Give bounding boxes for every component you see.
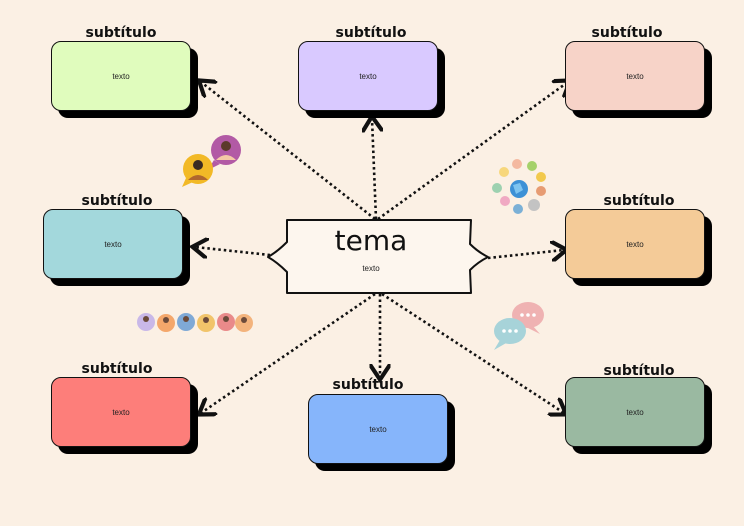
node-box[interactable]: texto xyxy=(308,394,448,464)
node-text: texto xyxy=(104,239,122,249)
arrow-bottom-left xyxy=(201,292,376,413)
node-subtitle: subtítulo xyxy=(81,193,153,209)
node-subtitle: subtítulo xyxy=(603,363,675,379)
arrow-top-left xyxy=(201,82,376,221)
chat-avatars-icon xyxy=(182,135,241,187)
node-text: texto xyxy=(626,71,644,81)
node-text: texto xyxy=(112,407,130,417)
arrow-top-right xyxy=(377,82,568,221)
globe-network-icon xyxy=(492,159,546,214)
people-row-icon xyxy=(137,313,253,332)
node-box[interactable]: texto xyxy=(565,209,705,279)
node-box[interactable]: texto xyxy=(565,377,705,447)
node-text: texto xyxy=(112,71,130,81)
arrow-left xyxy=(195,247,271,255)
node-subtitle: subtítulo xyxy=(603,193,675,209)
node-box[interactable]: texto xyxy=(565,41,705,111)
node-subtitle: subtítulo xyxy=(332,377,404,393)
node-box[interactable]: texto xyxy=(298,41,438,111)
node-text: texto xyxy=(369,424,387,434)
center-shape xyxy=(267,219,489,294)
node-box[interactable]: texto xyxy=(51,377,191,447)
center-text: texto xyxy=(362,264,380,273)
node-box[interactable]: texto xyxy=(43,209,183,279)
arrow-right xyxy=(487,250,564,258)
node-subtitle: subtítulo xyxy=(591,25,663,41)
node-subtitle: subtítulo xyxy=(81,361,153,377)
node-box[interactable]: texto xyxy=(51,41,191,111)
node-subtitle: subtítulo xyxy=(335,25,407,41)
arrow-top xyxy=(372,119,376,220)
speech-bubbles-icon xyxy=(494,302,544,350)
center-title: tema xyxy=(334,224,408,257)
node-text: texto xyxy=(626,407,644,417)
node-subtitle: subtítulo xyxy=(85,25,157,41)
node-text: texto xyxy=(359,71,377,81)
node-text: texto xyxy=(626,239,644,249)
